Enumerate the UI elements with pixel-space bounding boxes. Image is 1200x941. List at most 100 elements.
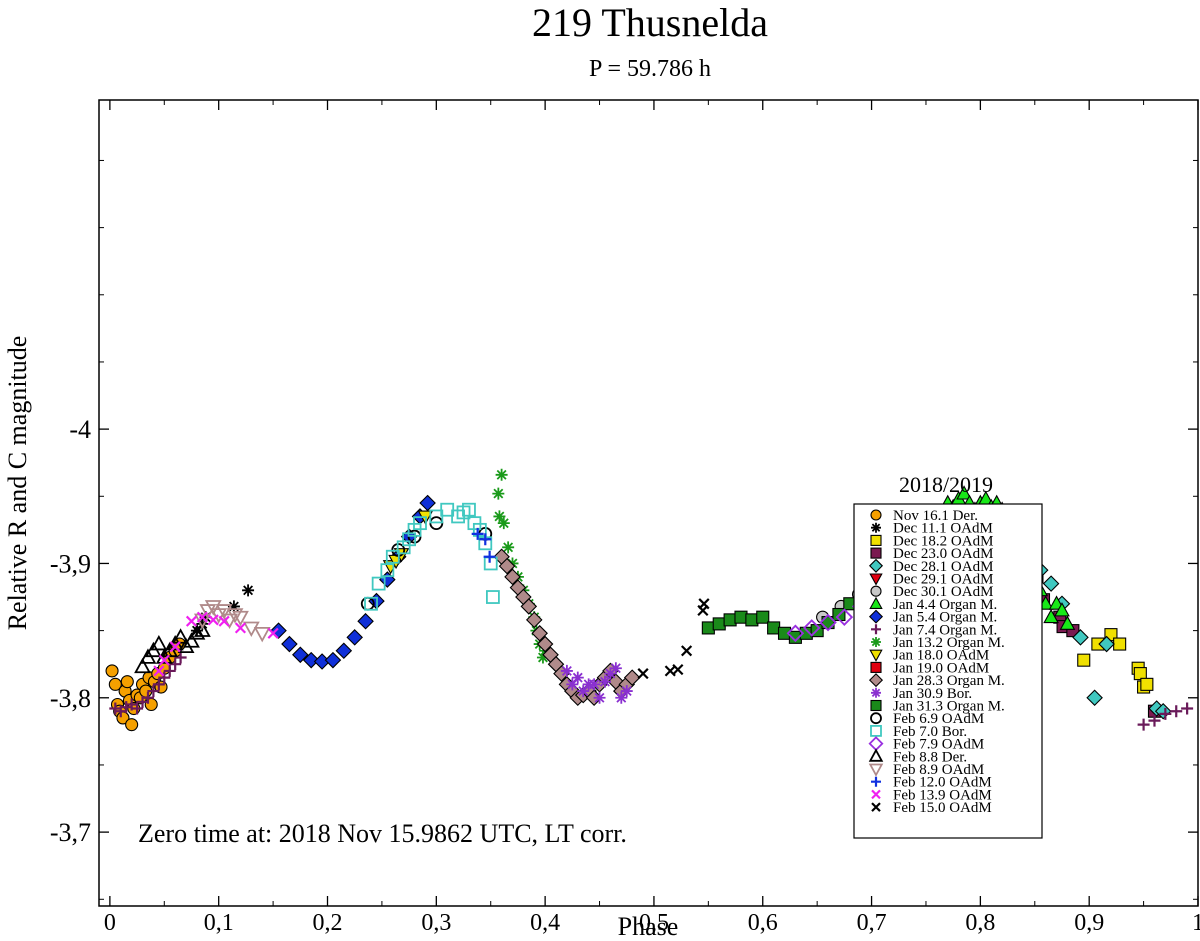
data-point	[152, 678, 165, 691]
legend-entry-label: Dec 18.2 OAdM	[893, 533, 993, 549]
data-point	[302, 651, 320, 669]
data-point	[1059, 615, 1076, 630]
data-point	[335, 642, 353, 660]
legend-entry-label: Dec 28.1 OAdM	[893, 559, 993, 575]
x-tick-label: 0,9	[1074, 910, 1104, 936]
data-point	[1054, 602, 1070, 617]
data-point	[346, 629, 363, 646]
data-point	[577, 685, 590, 698]
data-point	[623, 669, 641, 686]
data-point	[1140, 677, 1154, 691]
legend-marker	[868, 763, 884, 777]
data-point	[193, 621, 211, 637]
data-point	[292, 646, 309, 664]
data-point	[598, 675, 611, 688]
data-point	[593, 691, 606, 704]
data-point	[218, 615, 230, 627]
data-point	[723, 613, 737, 627]
data-point	[270, 622, 287, 639]
data-point	[150, 634, 168, 651]
data-point	[495, 468, 508, 481]
legend-marker	[871, 522, 881, 533]
legend-marker	[870, 585, 882, 597]
data-point	[637, 668, 649, 680]
legend-marker	[870, 712, 882, 725]
data-point	[1098, 635, 1115, 653]
legend-marker	[871, 624, 881, 635]
x-tick-label: 0,2	[313, 910, 343, 936]
legend-marker	[871, 789, 881, 800]
legend-marker	[870, 547, 882, 559]
legend-entry-label: Jan 30.9 Bor.	[893, 686, 972, 702]
data-point	[620, 685, 633, 698]
data-point	[483, 550, 496, 563]
legend-marker	[871, 637, 881, 647]
legend-entry-label: Dec 11.1 OAdM	[893, 521, 993, 537]
data-point	[385, 549, 400, 564]
data-point	[380, 563, 395, 578]
legend-entry-label: Jan 5.4 Organ M.	[893, 610, 997, 626]
data-point	[609, 662, 622, 675]
legend-entry-label: Dec 29.1 OAdM	[893, 572, 993, 588]
legend-entry-label: Jan 18.0 OAdM	[893, 648, 989, 664]
series-2	[1077, 628, 1154, 694]
data-point	[199, 611, 212, 624]
legend-entry-label: Feb 8.8 Der.	[893, 749, 967, 765]
legend-marker	[869, 573, 883, 586]
data-series	[105, 468, 1194, 732]
x-tick-label: 0,4	[530, 910, 560, 936]
data-point	[1170, 705, 1183, 718]
data-point	[701, 621, 715, 635]
y-tick-label: -3,8	[50, 684, 91, 713]
data-point	[681, 645, 693, 657]
data-point	[169, 658, 182, 671]
data-point	[786, 624, 805, 643]
data-point	[1113, 637, 1127, 651]
legend-entry-label: Jan 28.3 Organ M.	[893, 673, 1005, 689]
legend-box	[853, 503, 1043, 839]
data-point	[215, 604, 233, 620]
data-point	[604, 667, 617, 680]
data-point	[190, 624, 203, 637]
chart-title: 219 Thusnelda	[532, 0, 768, 45]
data-point	[767, 621, 781, 635]
data-point	[802, 619, 821, 637]
data-point	[419, 494, 436, 512]
x-tick-label: 1	[1192, 910, 1200, 936]
data-point	[105, 664, 119, 678]
series-22	[153, 611, 279, 677]
data-point	[253, 627, 271, 643]
y-axis: -3,7 -3,8 -3,9 -4	[50, 159, 1198, 900]
legend-entry-label: Feb 13.9 OAdM	[893, 787, 992, 803]
data-point	[497, 517, 510, 530]
legend-entry-label: Feb 15.0 OAdM	[893, 800, 992, 816]
data-point	[188, 624, 206, 640]
data-point	[141, 691, 154, 704]
legend-marker	[871, 776, 881, 787]
data-point	[756, 610, 770, 624]
y-tick-label: -3,9	[50, 549, 91, 578]
data-point	[698, 598, 710, 610]
series-14	[560, 662, 633, 704]
data-point	[536, 651, 549, 664]
data-point	[462, 502, 476, 517]
data-point	[531, 625, 548, 642]
legend-entry-label: Jan 7.4 Organ M.	[893, 622, 997, 638]
legend-entry-label: Feb 6.9 OAdM	[893, 711, 984, 727]
data-point	[1072, 629, 1089, 646]
data-point	[712, 617, 726, 631]
legend-marker	[868, 748, 884, 762]
data-point	[120, 701, 133, 714]
x-tick-label: 0,8	[965, 910, 995, 936]
data-point	[560, 664, 573, 677]
data-point	[134, 657, 151, 674]
data-point	[147, 685, 160, 698]
series-17	[364, 502, 500, 611]
data-point	[1086, 689, 1103, 707]
data-point	[131, 702, 144, 715]
data-point	[734, 610, 748, 624]
data-point	[364, 596, 378, 611]
data-point	[158, 671, 171, 684]
data-point	[498, 557, 516, 575]
